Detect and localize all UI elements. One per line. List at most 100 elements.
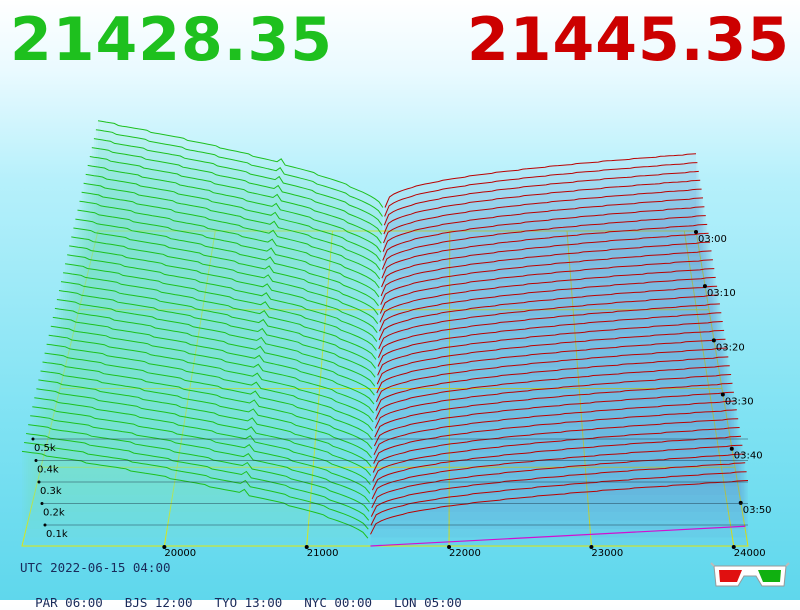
bid-depth-line	[95, 129, 383, 217]
bid-depth-line	[89, 156, 382, 244]
ask-depth-line	[374, 382, 733, 438]
ask-depth-line	[382, 206, 705, 261]
ask-price: 21445.35	[466, 5, 790, 75]
bid-depth-line	[69, 245, 378, 333]
ask-slice-fill	[376, 356, 729, 427]
bid-depth-line	[56, 299, 376, 387]
chart-axes: 20000 21000 22000 23000 24000 03:00 03:10 03:20…	[31, 230, 772, 559]
ask-depth-line	[380, 250, 712, 305]
time-tick-label: 03:50	[743, 505, 772, 516]
bid-depth-line	[65, 263, 377, 351]
bid-depth-line	[93, 138, 383, 226]
ask-slice-fill	[382, 215, 706, 291]
timezone-tyo: TYO 13:00	[214, 595, 283, 610]
ask-depth-line	[373, 409, 737, 464]
bid-depth-line	[58, 290, 376, 378]
ask-depth-line	[377, 312, 722, 367]
bid-depth-line	[28, 424, 370, 512]
ask-depth-line	[376, 338, 726, 394]
bid-depth-line	[38, 379, 372, 468]
bid-depth-line	[79, 200, 380, 289]
time-tick-label: 03:10	[707, 288, 736, 299]
time-tick-mark	[720, 392, 725, 397]
ask-depth-line	[370, 471, 747, 526]
ask-depth-line	[371, 444, 743, 500]
ask-depth-line	[381, 223, 708, 279]
x-tick-label: 21000	[307, 548, 339, 559]
timezone-bar: PAR 06:00 BJS 12:00 TYO 13:00 NYC 00:00 LON …	[20, 580, 484, 610]
ask-depth-line	[381, 215, 706, 270]
ask-depth-line	[374, 374, 732, 429]
ask-slice-fill	[370, 480, 748, 546]
volume-tick-label: 0.5k	[34, 443, 56, 454]
bid-slice-fill	[59, 290, 376, 393]
ask-slice-fill	[377, 330, 725, 402]
ask-slice-fill	[381, 242, 711, 317]
bid-slice-fill	[81, 192, 380, 300]
depth-surface	[21, 120, 749, 547]
ask-slice-fill	[384, 162, 698, 240]
3d-glasses-icon[interactable]	[710, 560, 790, 592]
ask-depth-line	[383, 188, 702, 244]
bid-slice-fill	[52, 317, 375, 419]
ask-slice-fill	[380, 250, 712, 325]
bid-slice-fill	[79, 201, 380, 308]
ask-depth-line	[375, 347, 727, 403]
bid-depth-line	[36, 388, 372, 476]
ask-depth-line	[370, 462, 746, 517]
bid-depth-line	[54, 307, 375, 396]
x-tick-mark	[304, 545, 309, 549]
bid-slice-fill	[38, 379, 372, 478]
time-tick-label: 03:00	[698, 234, 727, 245]
bid-slice-fill	[98, 120, 383, 231]
ask-slice-fill	[371, 462, 746, 529]
ask-depth-line	[373, 400, 736, 456]
ask-slice-fill	[378, 312, 722, 385]
bid-depth-line	[34, 397, 371, 485]
ask-slice-fill	[375, 374, 732, 444]
x-tick-label: 22000	[449, 548, 481, 559]
bid-price: 21428.35	[10, 5, 334, 75]
bid-depth-line	[75, 218, 379, 307]
ask-depth-line	[379, 259, 713, 314]
bid-slice-fill	[83, 183, 381, 291]
x-tick-mark	[731, 545, 736, 549]
time-tick-mark	[729, 446, 734, 451]
ask-slice-fill	[379, 286, 718, 359]
ask-slice-fill	[374, 383, 733, 453]
bid-slice-fill	[50, 326, 374, 427]
ask-depth-line	[376, 329, 725, 385]
bid-depth-line	[30, 415, 370, 503]
ask-depth-line	[373, 391, 734, 447]
bid-depth-line	[63, 272, 377, 360]
bid-depth-line	[71, 236, 379, 324]
ask-slice-fill	[381, 224, 708, 300]
time-tick-mark	[702, 284, 707, 289]
bid-slice-fill	[56, 299, 375, 402]
ask-slice-fill	[379, 277, 716, 351]
ask-depth-line	[371, 435, 742, 491]
bid-slice-fill	[65, 263, 377, 368]
ask-depth-line	[370, 480, 749, 535]
ask-depth-line	[378, 294, 719, 350]
x-tick-label: 20000	[164, 548, 196, 559]
ask-slice-fill	[383, 189, 702, 266]
ask-depth-line	[384, 153, 697, 208]
ask-depth-line	[379, 268, 715, 323]
ask-slice-fill	[376, 348, 727, 419]
ask-slice-fill	[381, 233, 709, 308]
ask-depth-line	[372, 418, 739, 473]
bid-slice-fill	[85, 174, 381, 283]
bid-depth-line	[52, 316, 375, 405]
ask-slice-fill	[384, 171, 699, 248]
timezone-par: PAR 06:00	[35, 595, 103, 610]
ask-slice-fill	[378, 303, 720, 376]
ask-depth-line	[372, 427, 740, 482]
bid-depth-line	[73, 227, 379, 316]
ask-slice-fill	[377, 321, 723, 393]
ask-depth-line	[375, 356, 729, 411]
ask-slice-fill	[380, 259, 713, 334]
ask-depth-line	[382, 197, 704, 252]
ask-depth-line	[383, 179, 701, 235]
